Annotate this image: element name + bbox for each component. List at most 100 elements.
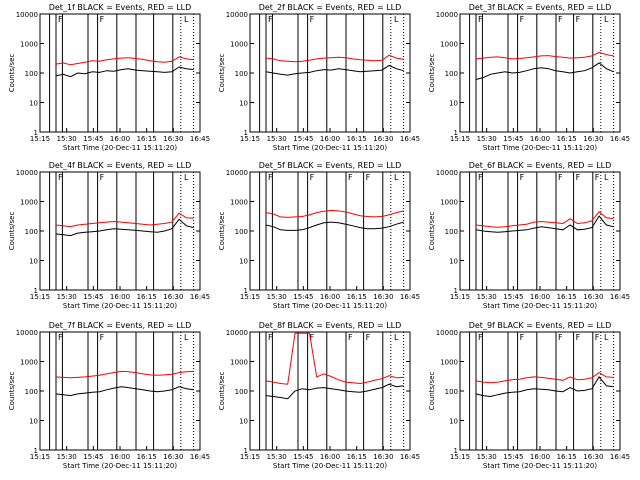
- panel-1: Det_1f BLACK = Events, RED = LLD F F L 1 10 10…: [8, 3, 210, 152]
- flag-label: F: [58, 333, 63, 342]
- x-tick-label: 15:15: [450, 453, 470, 461]
- flag-label: L: [394, 333, 399, 342]
- x-tick-label: 15:30: [267, 135, 287, 143]
- series-lld-line: [475, 210, 614, 228]
- x-tick-label: 16:00: [530, 453, 550, 461]
- x-tick-label: 15:15: [30, 453, 50, 461]
- flag-label: L: [604, 173, 609, 182]
- y-tick-label: 100: [25, 388, 38, 396]
- x-tick-label: 16:30: [373, 135, 393, 143]
- y-axis-label: Counts/sec: [428, 54, 436, 93]
- panel-title: Det_9f BLACK = Events, RED = LLD: [469, 321, 612, 330]
- x-tick-label: 15:45: [83, 293, 103, 301]
- x-tick-label: 15:45: [503, 135, 523, 143]
- flag-label: F: [520, 333, 525, 342]
- y-tick-label: 1000: [230, 359, 248, 367]
- x-axis-label: Start Time (20-Dec-11 15:11:20): [63, 462, 177, 470]
- x-tick-label: 16:15: [557, 453, 577, 461]
- plot-frame: [39, 331, 201, 451]
- y-axis-label: Counts/sec: [218, 54, 226, 93]
- x-tick-label: 15:15: [240, 293, 260, 301]
- x-tick-label: 15:30: [477, 135, 497, 143]
- x-tick-label: 15:45: [293, 135, 313, 143]
- y-axis-label: Counts/sec: [218, 372, 226, 411]
- flag-label: F: [100, 15, 105, 24]
- x-tick-label: 16:45: [400, 453, 420, 461]
- panel-7: Det_7f BLACK = Events, RED = LLD F F L 1 10 10…: [8, 321, 210, 470]
- y-axis-label: Counts/sec: [8, 212, 16, 251]
- panel-title: Det_7f BLACK = Events, RED = LLD: [49, 321, 192, 330]
- y-tick-label: 1000: [20, 359, 38, 367]
- series-events-line: [475, 215, 614, 233]
- series-events-line: [55, 386, 194, 397]
- x-tick-label: 15:15: [450, 135, 470, 143]
- x-tick-label: 15:45: [503, 293, 523, 301]
- x-tick-label: 16:15: [347, 135, 367, 143]
- flag-label: L: [184, 333, 189, 342]
- x-tick-label: 16:30: [373, 453, 393, 461]
- x-axis-label: Start Time (20-Dec-11 15:11:20): [273, 144, 387, 152]
- y-axis-label: Counts/sec: [8, 372, 16, 411]
- x-tick-label: 15:30: [477, 293, 497, 301]
- flag-label: F: [558, 15, 563, 24]
- x-tick-label: 15:30: [267, 293, 287, 301]
- y-tick-label: 1: [244, 287, 248, 295]
- y-tick-label: 1: [34, 287, 38, 295]
- y-tick-label: 1000: [440, 41, 458, 49]
- flag-label: L: [604, 333, 609, 342]
- x-axis-label: Start Time (20-Dec-11 15:11:20): [483, 462, 597, 470]
- flag-label: F: [100, 173, 105, 182]
- x-axis-label: Start Time (20-Dec-11 15:11:20): [63, 144, 177, 152]
- x-tick-label: 16:30: [163, 453, 183, 461]
- series-lld-line: [265, 209, 404, 218]
- x-tick-label: 15:30: [267, 453, 287, 461]
- flag-label: F: [576, 173, 581, 182]
- flag-label: F: [58, 15, 63, 24]
- y-axis-label: Counts/sec: [428, 212, 436, 251]
- y-tick-label: 100: [25, 70, 38, 78]
- series-events-line: [265, 64, 404, 76]
- x-tick-label: 16:30: [373, 293, 393, 301]
- panel-3: Det_3f BLACK = Events, RED = LLD F F F F L 1 10…: [428, 3, 630, 152]
- flag-label: F: [268, 333, 273, 342]
- y-tick-label: 100: [445, 70, 458, 78]
- x-tick-label: 16:30: [583, 135, 603, 143]
- flag-label: F: [520, 15, 525, 24]
- x-tick-label: 16:00: [530, 293, 550, 301]
- y-tick-label: 100: [235, 70, 248, 78]
- y-axis-label: Counts/sec: [218, 212, 226, 251]
- flag-label: F: [310, 15, 315, 24]
- y-tick-label: 1000: [440, 359, 458, 367]
- y-tick-label: 10: [239, 258, 248, 266]
- x-tick-label: 16:45: [400, 135, 420, 143]
- flag-label: F: [576, 15, 581, 24]
- flag-label: F: [478, 173, 483, 182]
- y-tick-label: 1: [34, 129, 38, 137]
- panel-5: Det_5f BLACK = Events, RED = LLD F F F F L 1 10…: [218, 161, 420, 310]
- x-tick-label: 16:45: [190, 293, 210, 301]
- y-tick-label: 10000: [16, 329, 38, 337]
- x-tick-label: 16:00: [320, 135, 340, 143]
- x-tick-label: 16:00: [110, 293, 130, 301]
- flag-label: F: [595, 173, 600, 182]
- flag-label: L: [394, 15, 399, 24]
- y-tick-label: 1: [34, 447, 38, 455]
- plot-frame: [39, 13, 201, 133]
- flag-label: L: [394, 173, 399, 182]
- plot-frame: [249, 171, 411, 291]
- x-tick-label: 15:15: [450, 293, 470, 301]
- flag-label: F: [100, 333, 105, 342]
- x-tick-label: 16:15: [137, 453, 157, 461]
- series-lld-line: [55, 212, 194, 228]
- x-tick-label: 16:30: [583, 453, 603, 461]
- x-tick-label: 15:30: [57, 293, 77, 301]
- panel-title: Det_2f BLACK = Events, RED = LLD: [259, 3, 402, 12]
- y-tick-label: 100: [445, 388, 458, 396]
- x-tick-label: 15:15: [240, 453, 260, 461]
- series-lld-line: [475, 51, 614, 60]
- flag-label: F: [478, 15, 483, 24]
- y-tick-label: 100: [445, 228, 458, 236]
- flag-label: L: [184, 173, 189, 182]
- y-tick-label: 10000: [226, 329, 248, 337]
